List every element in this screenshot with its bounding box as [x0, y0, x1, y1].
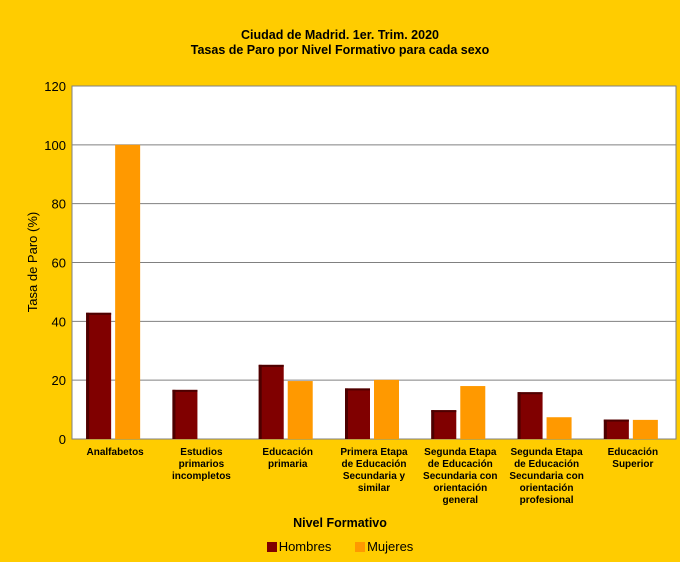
chart-title-block: Ciudad de Madrid. 1er. Trim. 2020 Tasas …: [0, 28, 680, 58]
bar-fill: [345, 388, 370, 439]
bar-fill: [546, 417, 572, 439]
bars: [86, 144, 658, 440]
bar-hombres-3: [345, 388, 370, 439]
x-tick-label: Estudios primarios incompletos: [172, 447, 231, 482]
y-tick-label: 120: [44, 79, 66, 94]
bar-fill: [172, 389, 198, 439]
x-tick-label: Educación Superior: [608, 447, 659, 470]
y-tick-label: 80: [52, 197, 66, 212]
bar-fill: [517, 392, 543, 439]
bar-fill: [431, 410, 457, 439]
bar-fill: [287, 381, 313, 439]
bar-fill: [632, 419, 658, 439]
x-tick-label: Primera Etapa de Educación Secundaria y sim…: [340, 447, 408, 494]
x-tick-label: Segunda Etapa de Educación Secundaria con o…: [423, 447, 497, 506]
x-tick-label: Segunda Etapa de Educación Secundaria con o…: [509, 447, 583, 506]
bar-hombres-2: [258, 364, 284, 439]
y-tick-label: 0: [59, 432, 66, 447]
y-tick-labels: 0 20 40 60 80 100 120: [44, 79, 66, 447]
bar-hombres-6: [603, 419, 629, 439]
bar-fill: [460, 386, 486, 439]
bar-shade: [172, 389, 176, 439]
bar-hombres-1: [172, 389, 198, 439]
bar-fill: [86, 312, 112, 439]
x-tick-label: Educación primaria: [262, 447, 313, 470]
bar-mujeres-4: [460, 386, 486, 439]
bar-mujeres-2: [287, 381, 313, 439]
bar-top: [603, 419, 629, 422]
bar-fill: [374, 379, 399, 439]
legend-label-mujeres: Mujeres: [367, 539, 414, 554]
bar-hombres-4: [431, 410, 457, 439]
bar-fill: [258, 364, 284, 439]
bar-shade: [86, 312, 90, 439]
bar-top: [86, 312, 112, 315]
chart-title: Ciudad de Madrid. 1er. Trim. 2020: [241, 28, 439, 42]
bar-shade: [258, 364, 262, 439]
legend-item-mujeres: Mujeres: [355, 539, 413, 554]
bar-shade: [431, 410, 435, 439]
bar-mujeres-5: [546, 417, 572, 439]
chart-subtitle: Tasas de Paro por Nivel Formativo para c…: [190, 43, 490, 57]
bar-shade: [345, 388, 348, 439]
y-tick-label: 100: [44, 138, 66, 153]
bar-shade: [517, 392, 521, 439]
legend-swatch-hombres: [266, 541, 277, 552]
bar-mujeres-6: [632, 419, 658, 439]
bar-top: [172, 389, 198, 392]
bar-hombres-0: [86, 312, 112, 439]
bar-hombres-5: [517, 392, 543, 439]
legend-label-hombres: Hombres: [278, 539, 332, 554]
x-axis-title: Nivel Formativo: [293, 516, 387, 530]
bar-mujeres-0: [115, 144, 141, 440]
y-axis-title: Tasa de Paro (%): [25, 212, 40, 312]
x-tick-label: Analfabetos: [87, 447, 145, 458]
y-tick-label: 40: [52, 314, 66, 329]
legend-swatch-mujeres: [355, 541, 366, 552]
legend: Hombres Mujeres: [0, 539, 680, 555]
bar-top: [517, 392, 543, 395]
bar-top: [431, 410, 457, 413]
bar-fill: [603, 419, 629, 439]
bar-shade: [603, 419, 607, 439]
y-tick-label: 60: [52, 256, 66, 271]
bar-mujeres-3: [374, 379, 399, 439]
y-tick-label: 20: [52, 373, 66, 388]
bar-fill: [115, 144, 141, 440]
x-tick-labels: Analfabetos Estudios primarios incompletos E…: [87, 447, 659, 506]
legend-item-hombres: Hombres: [266, 539, 332, 554]
bar-top: [258, 364, 284, 367]
bar-top: [345, 388, 370, 391]
